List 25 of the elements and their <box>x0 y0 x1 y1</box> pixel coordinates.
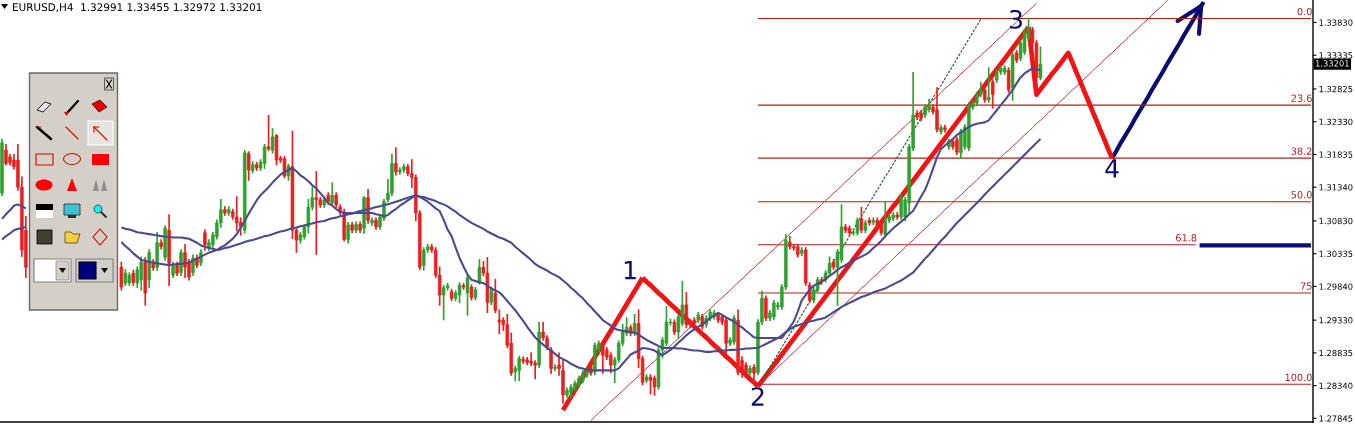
annotation: 1 <box>624 260 636 280</box>
series-label: 0.0 <box>1297 7 1312 16</box>
series-label: 100.0 <box>1285 373 1312 382</box>
y-tick-label: 1.30335 <box>1319 250 1353 257</box>
y-tick-label: 1.29840 <box>1319 283 1353 290</box>
text: 1.33201 <box>1316 60 1349 67</box>
annotation: 2 <box>751 387 764 406</box>
series-label: 50.0 <box>1291 191 1312 199</box>
series-label: 23.6 <box>1291 94 1312 102</box>
y-tick-label: 1.33830 <box>1319 19 1353 26</box>
series-label: 75 <box>1300 282 1312 290</box>
y-tick-label: 1.32825 <box>1319 85 1353 93</box>
y-tick-label: 1.27845 <box>1319 415 1353 422</box>
y-tick-label: 1.33335 <box>1319 52 1353 59</box>
series-label: 61.8 <box>1176 234 1197 242</box>
y-tick-label: 1.28835 <box>1319 349 1353 357</box>
y-tick-label: 1.31340 <box>1319 184 1353 191</box>
series-label: 38.2 <box>1291 147 1312 155</box>
chart-title: EURUSD,H4 1.32991 1.33455 1.32972 1.33201 <box>13 3 262 13</box>
y-tick-label: 1.29330 <box>1319 317 1353 324</box>
annotation: 4 <box>1105 159 1119 178</box>
y-tick-label: 1.31835 <box>1319 151 1353 158</box>
y-tick-label: 1.28340 <box>1319 382 1353 389</box>
y-tick-label: 1.30830 <box>1319 217 1353 225</box>
y-tick-label: 1.32330 <box>1319 118 1353 125</box>
